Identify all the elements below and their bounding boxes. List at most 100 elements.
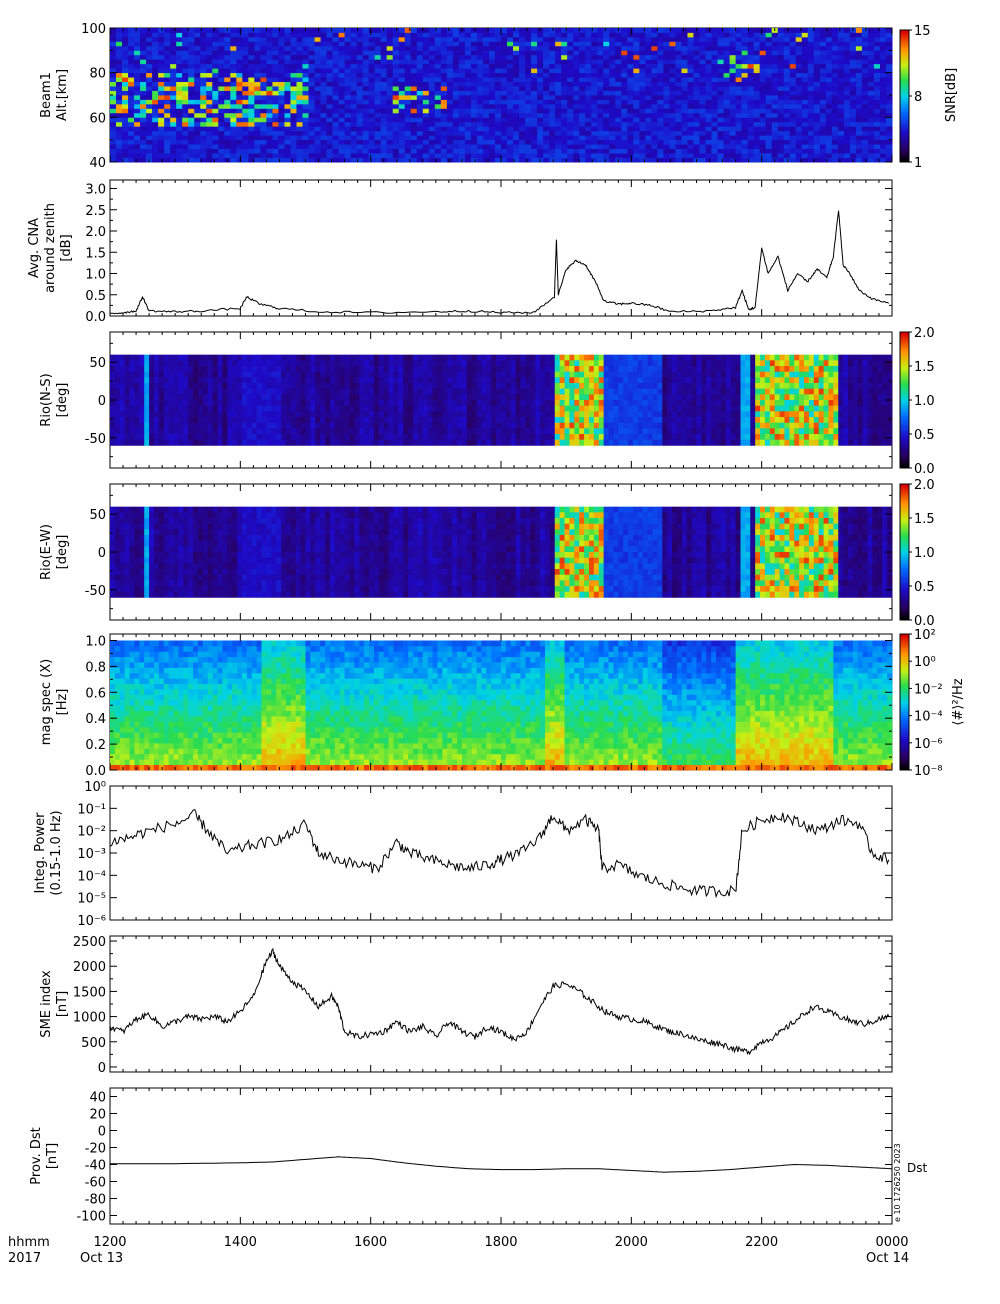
heatmap-cell <box>242 122 248 127</box>
heatmap-cell <box>820 153 826 158</box>
heatmap-cell <box>573 73 579 78</box>
heatmap-cell <box>200 131 206 136</box>
heatmap-cell <box>790 95 796 100</box>
heatmap-cell <box>110 400 115 406</box>
heatmap-cell <box>227 389 232 395</box>
heatmap-cell <box>826 153 832 158</box>
heatmap-cell <box>627 104 633 109</box>
heatmap-cell <box>110 32 116 37</box>
heatmap-cell <box>447 32 453 37</box>
heatmap-cell <box>880 91 886 96</box>
heatmap-cell <box>188 149 194 154</box>
heatmap-cell <box>272 135 278 140</box>
heatmap-cell <box>718 104 724 109</box>
heatmap-cell <box>389 389 394 395</box>
heatmap-cell <box>627 28 633 33</box>
heatmap-cell <box>669 153 675 158</box>
heatmap-cell <box>159 372 164 378</box>
heatmap-cell <box>868 122 874 127</box>
heatmap-cell <box>266 411 271 417</box>
heatmap-cell <box>110 99 116 104</box>
heatmap-cell <box>158 64 164 69</box>
heatmap-cell <box>549 32 555 37</box>
heatmap-cell <box>531 140 537 145</box>
heatmap-cell <box>645 91 651 96</box>
heatmap-cell <box>736 153 742 158</box>
heatmap-cell <box>310 423 315 429</box>
heatmap-cell <box>139 377 144 383</box>
heatmap-cell <box>814 37 820 42</box>
heatmap-cell <box>447 99 453 104</box>
heatmap-cell <box>651 144 657 149</box>
heatmap-cell <box>116 41 122 46</box>
heatmap-cell <box>459 126 465 131</box>
heatmap-cell <box>856 158 862 163</box>
heatmap-cell <box>724 59 730 64</box>
heatmap-cell <box>790 77 796 82</box>
heatmap-cell <box>874 135 880 140</box>
heatmap-cell <box>374 406 379 412</box>
heatmap-cell <box>796 91 802 96</box>
heatmap-cell <box>573 59 579 64</box>
heatmap-cell <box>122 144 128 149</box>
heatmap-cell <box>886 41 892 46</box>
heatmap-cell <box>495 153 501 158</box>
heatmap-cell <box>232 394 237 400</box>
heatmap-cell <box>188 417 193 423</box>
heatmap-cell <box>301 440 306 446</box>
heatmap-cell <box>525 144 531 149</box>
heatmap-cell <box>399 135 405 140</box>
heatmap-cell <box>555 68 561 73</box>
heatmap-cell <box>375 86 381 91</box>
heatmap-cell <box>149 440 154 446</box>
heatmap-cell <box>398 400 403 406</box>
heatmap-cell <box>429 149 435 154</box>
heatmap-cell <box>832 131 838 136</box>
heatmap-cell <box>116 117 122 122</box>
heatmap-cell <box>453 82 459 87</box>
heatmap-cell <box>281 400 286 406</box>
heatmap-cell <box>389 428 394 434</box>
heatmap-cell <box>262 366 267 372</box>
heatmap-cell <box>188 82 194 87</box>
heatmap-cell <box>242 108 248 113</box>
heatmap-cell <box>603 28 609 33</box>
heatmap-cell <box>120 366 125 372</box>
heatmap-cell <box>278 122 284 127</box>
heatmap-cell <box>519 140 525 145</box>
heatmap-cell <box>706 104 712 109</box>
heatmap-cell <box>364 411 369 417</box>
heatmap-cell <box>537 144 543 149</box>
heatmap-cell <box>302 122 308 127</box>
heatmap-cell <box>693 122 699 127</box>
heatmap-cell <box>321 104 327 109</box>
heatmap-cell <box>393 377 398 383</box>
heatmap-cell <box>513 46 519 51</box>
heatmap-cell <box>417 50 423 55</box>
heatmap-cell <box>254 32 260 37</box>
heatmap-cell <box>447 86 453 91</box>
heatmap-cell <box>247 423 252 429</box>
heatmap-cell <box>387 149 393 154</box>
heatmap-cell <box>375 131 381 136</box>
heatmap-cell <box>152 73 158 78</box>
heatmap-cell <box>218 428 223 434</box>
heatmap-cell <box>206 32 212 37</box>
heatmap-cell <box>174 383 179 389</box>
heatmap-cell <box>820 82 826 87</box>
heatmap-cell <box>754 149 760 154</box>
heatmap-cell <box>164 41 170 46</box>
heatmap-cell <box>242 400 247 406</box>
heatmap-cell <box>832 46 838 51</box>
heatmap-cell <box>453 117 459 122</box>
heatmap-cell <box>850 82 856 87</box>
heatmap-cell <box>399 91 405 96</box>
heatmap-cell <box>359 377 364 383</box>
heatmap-cell <box>856 50 862 55</box>
heatmap-cell <box>754 104 760 109</box>
heatmap-cell <box>146 144 152 149</box>
heatmap-cell <box>495 158 501 163</box>
heatmap-cell <box>122 91 128 96</box>
heatmap-cell <box>880 73 886 78</box>
heatmap-cell <box>730 46 736 51</box>
